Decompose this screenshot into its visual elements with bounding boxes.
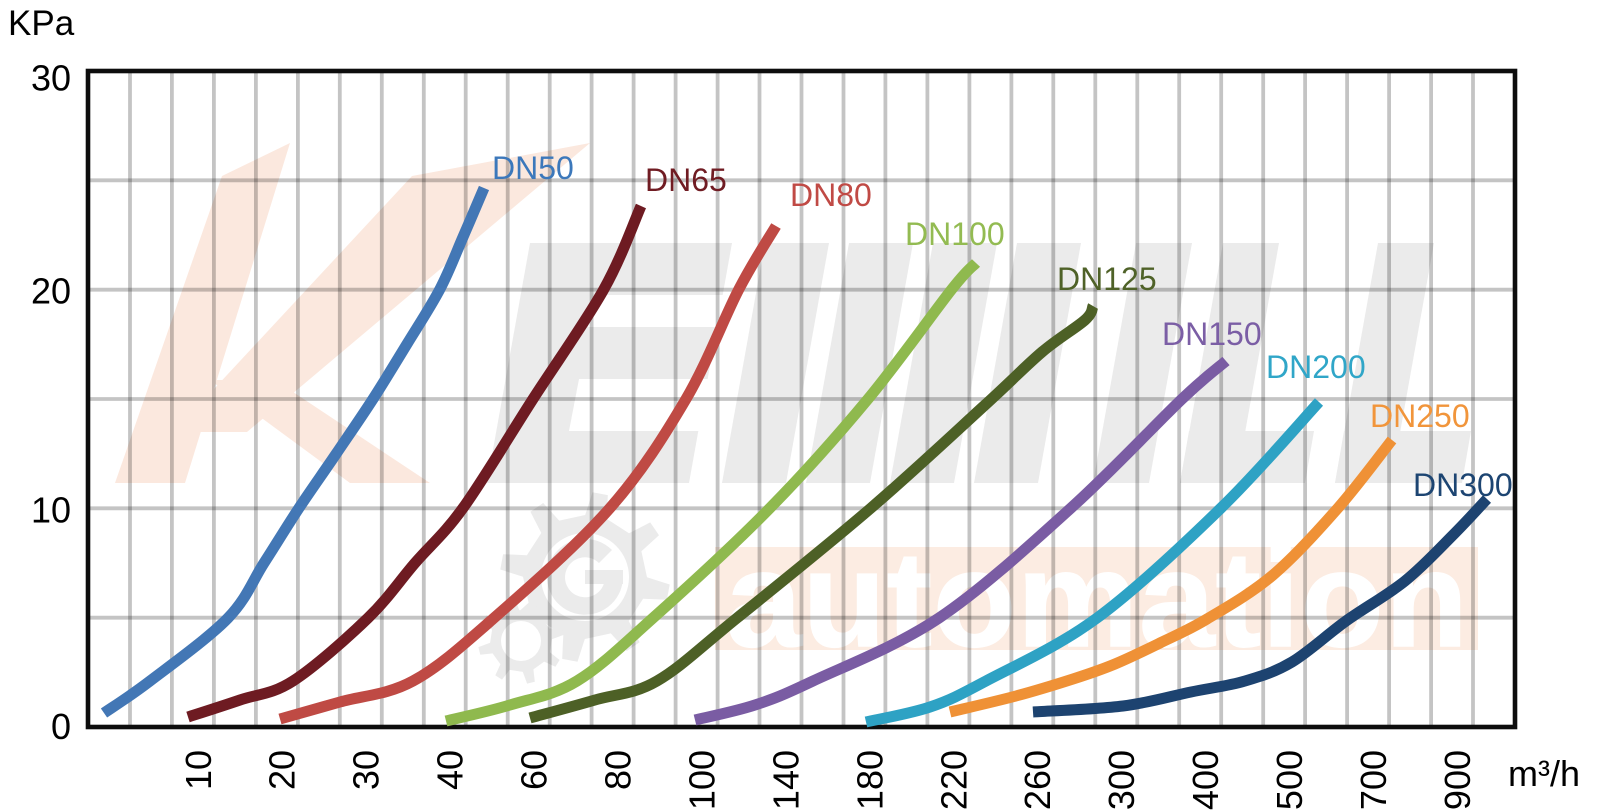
svg-text:DN200: DN200 (1266, 349, 1366, 385)
svg-text:140: 140 (765, 750, 806, 810)
svg-text:DN150: DN150 (1162, 316, 1262, 352)
svg-text:10: 10 (31, 489, 71, 530)
svg-text:KPa: KPa (8, 4, 75, 43)
svg-text:700: 700 (1353, 750, 1394, 810)
svg-text:500: 500 (1269, 750, 1310, 810)
svg-text:60: 60 (514, 750, 555, 790)
svg-text:DN125: DN125 (1057, 261, 1157, 297)
svg-text:DN300: DN300 (1413, 467, 1513, 503)
svg-text:automation: automation (726, 523, 1469, 675)
svg-text:DN100: DN100 (905, 216, 1005, 252)
svg-text:DN50: DN50 (492, 150, 574, 186)
svg-text:260: 260 (1017, 750, 1058, 810)
svg-text:DN80: DN80 (790, 177, 872, 213)
svg-text:20: 20 (262, 750, 303, 790)
svg-text:10: 10 (178, 750, 219, 790)
svg-text:220: 220 (933, 750, 974, 810)
svg-text:40: 40 (430, 750, 471, 790)
svg-text:20: 20 (31, 271, 71, 312)
svg-text:30: 30 (31, 58, 71, 99)
svg-text:300: 300 (1101, 750, 1142, 810)
svg-text:900: 900 (1437, 750, 1478, 810)
svg-text:DN250: DN250 (1370, 398, 1470, 434)
svg-text:m³/h: m³/h (1508, 753, 1580, 794)
svg-text:0: 0 (51, 706, 71, 747)
svg-text:400: 400 (1185, 750, 1226, 810)
svg-text:100: 100 (681, 750, 722, 810)
svg-text:DN65: DN65 (645, 162, 727, 198)
svg-text:80: 80 (598, 750, 639, 790)
svg-text:30: 30 (346, 750, 387, 790)
svg-text:180: 180 (849, 750, 890, 810)
